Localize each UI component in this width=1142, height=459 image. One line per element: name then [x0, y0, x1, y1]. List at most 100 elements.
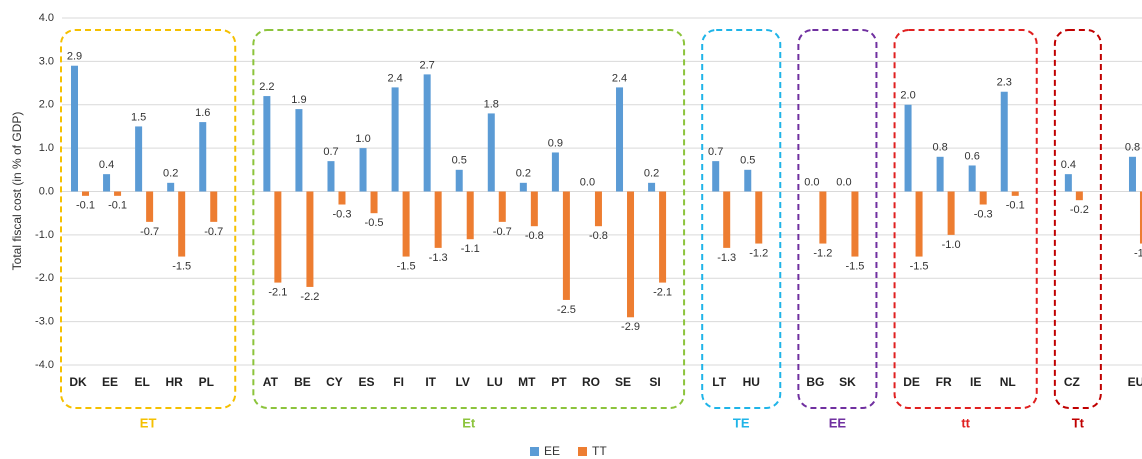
bar — [178, 191, 186, 257]
value-label: 0.7 — [708, 146, 723, 158]
bar — [402, 191, 410, 257]
group-box — [701, 29, 782, 409]
bar — [562, 191, 570, 300]
x-tick-label: SK — [839, 375, 856, 389]
value-label: -1.2 — [1134, 247, 1142, 259]
y-tick-label: -2.0 — [35, 272, 54, 284]
bar — [947, 191, 955, 235]
group-label: TE — [733, 415, 750, 430]
value-label: 2.2 — [259, 81, 274, 93]
x-tick-label: EE — [102, 375, 118, 389]
value-label: 0.7 — [323, 146, 338, 158]
bar — [466, 191, 474, 240]
bar — [167, 182, 175, 192]
value-label: -0.1 — [76, 200, 95, 212]
x-tick-label: NL — [1000, 375, 1016, 389]
x-tick-label: IE — [970, 375, 981, 389]
value-label: 2.4 — [612, 72, 627, 84]
y-tick-label: -3.0 — [35, 316, 54, 328]
x-tick-label: PL — [199, 375, 214, 389]
x-tick-label: DE — [903, 375, 920, 389]
value-label: 1.5 — [131, 111, 146, 123]
value-label: 1.9 — [291, 94, 306, 106]
value-label: -1.3 — [717, 252, 736, 264]
value-label: 2.3 — [997, 77, 1012, 89]
value-label: 0.5 — [452, 155, 467, 167]
bar — [915, 191, 923, 257]
x-tick-label: BG — [806, 375, 824, 389]
bar — [434, 191, 442, 248]
bar — [530, 191, 538, 227]
group-box — [893, 29, 1038, 409]
group-box — [797, 29, 878, 409]
value-label: -0.2 — [1070, 204, 1089, 216]
value-label: 0.9 — [548, 137, 563, 149]
x-tick-label: FI — [393, 375, 404, 389]
bar — [338, 191, 346, 205]
value-label: 0.8 — [932, 142, 947, 154]
value-label: 0.0 — [580, 176, 595, 188]
value-label: -1.1 — [461, 243, 480, 255]
bar — [295, 109, 303, 192]
value-label: -2.1 — [268, 286, 287, 298]
value-label: -2.2 — [300, 291, 319, 303]
x-tick-label: LU — [487, 375, 503, 389]
bar — [135, 126, 143, 192]
group-box — [60, 29, 237, 409]
value-label: -0.5 — [365, 217, 384, 229]
legend-swatch — [530, 447, 539, 456]
value-label: -0.7 — [204, 226, 223, 238]
value-label: 0.5 — [740, 155, 755, 167]
x-tick-label: LV — [455, 375, 469, 389]
value-label: 0.2 — [516, 168, 531, 180]
value-label: -2.9 — [621, 321, 640, 333]
group-label: Et — [462, 415, 476, 430]
value-label: -0.7 — [140, 226, 159, 238]
bar — [819, 191, 827, 244]
value-label: 0.8 — [1125, 142, 1140, 154]
bar — [327, 161, 335, 192]
bar — [616, 87, 624, 192]
y-tick-label: -4.0 — [35, 359, 54, 371]
value-label: -0.3 — [974, 208, 993, 220]
value-label: 0.4 — [1061, 159, 1076, 171]
bar — [594, 191, 602, 227]
value-label: 0.2 — [163, 168, 178, 180]
bar — [82, 191, 89, 196]
bar — [648, 182, 656, 192]
y-tick-label: 0.0 — [39, 185, 54, 197]
value-label: 0.6 — [965, 150, 980, 162]
x-tick-label: PT — [551, 375, 567, 389]
bar — [659, 191, 667, 283]
value-label: -1.5 — [397, 260, 416, 272]
y-tick-label: 4.0 — [39, 12, 54, 24]
bar — [1064, 174, 1072, 192]
x-tick-label: CY — [326, 375, 343, 389]
bar — [1011, 191, 1019, 196]
value-label: -0.7 — [493, 226, 512, 238]
value-label: -0.8 — [589, 230, 608, 242]
value-label: 1.0 — [355, 133, 370, 145]
value-label: -1.0 — [942, 239, 961, 251]
y-axis-label: Total fiscal cost (in % of GDP) — [10, 112, 24, 271]
value-label: -1.5 — [845, 260, 864, 272]
legend-swatch — [578, 447, 587, 456]
y-tick-label: 1.0 — [39, 142, 54, 154]
value-label: -1.3 — [429, 252, 448, 264]
x-tick-label: EU — [1128, 375, 1142, 389]
group-box — [1053, 29, 1102, 409]
bar — [744, 169, 752, 192]
legend-label: TT — [592, 444, 607, 458]
group-box — [252, 29, 686, 409]
x-tick-label: SI — [649, 375, 660, 389]
x-tick-label: CZ — [1064, 375, 1080, 389]
value-label: 2.0 — [900, 90, 915, 102]
group-label: EE — [829, 415, 847, 430]
bar — [263, 96, 271, 192]
bar — [306, 191, 314, 287]
value-label: -0.1 — [108, 200, 127, 212]
value-label: -0.8 — [525, 230, 544, 242]
x-tick-label: DK — [69, 375, 87, 389]
bar — [370, 191, 378, 214]
